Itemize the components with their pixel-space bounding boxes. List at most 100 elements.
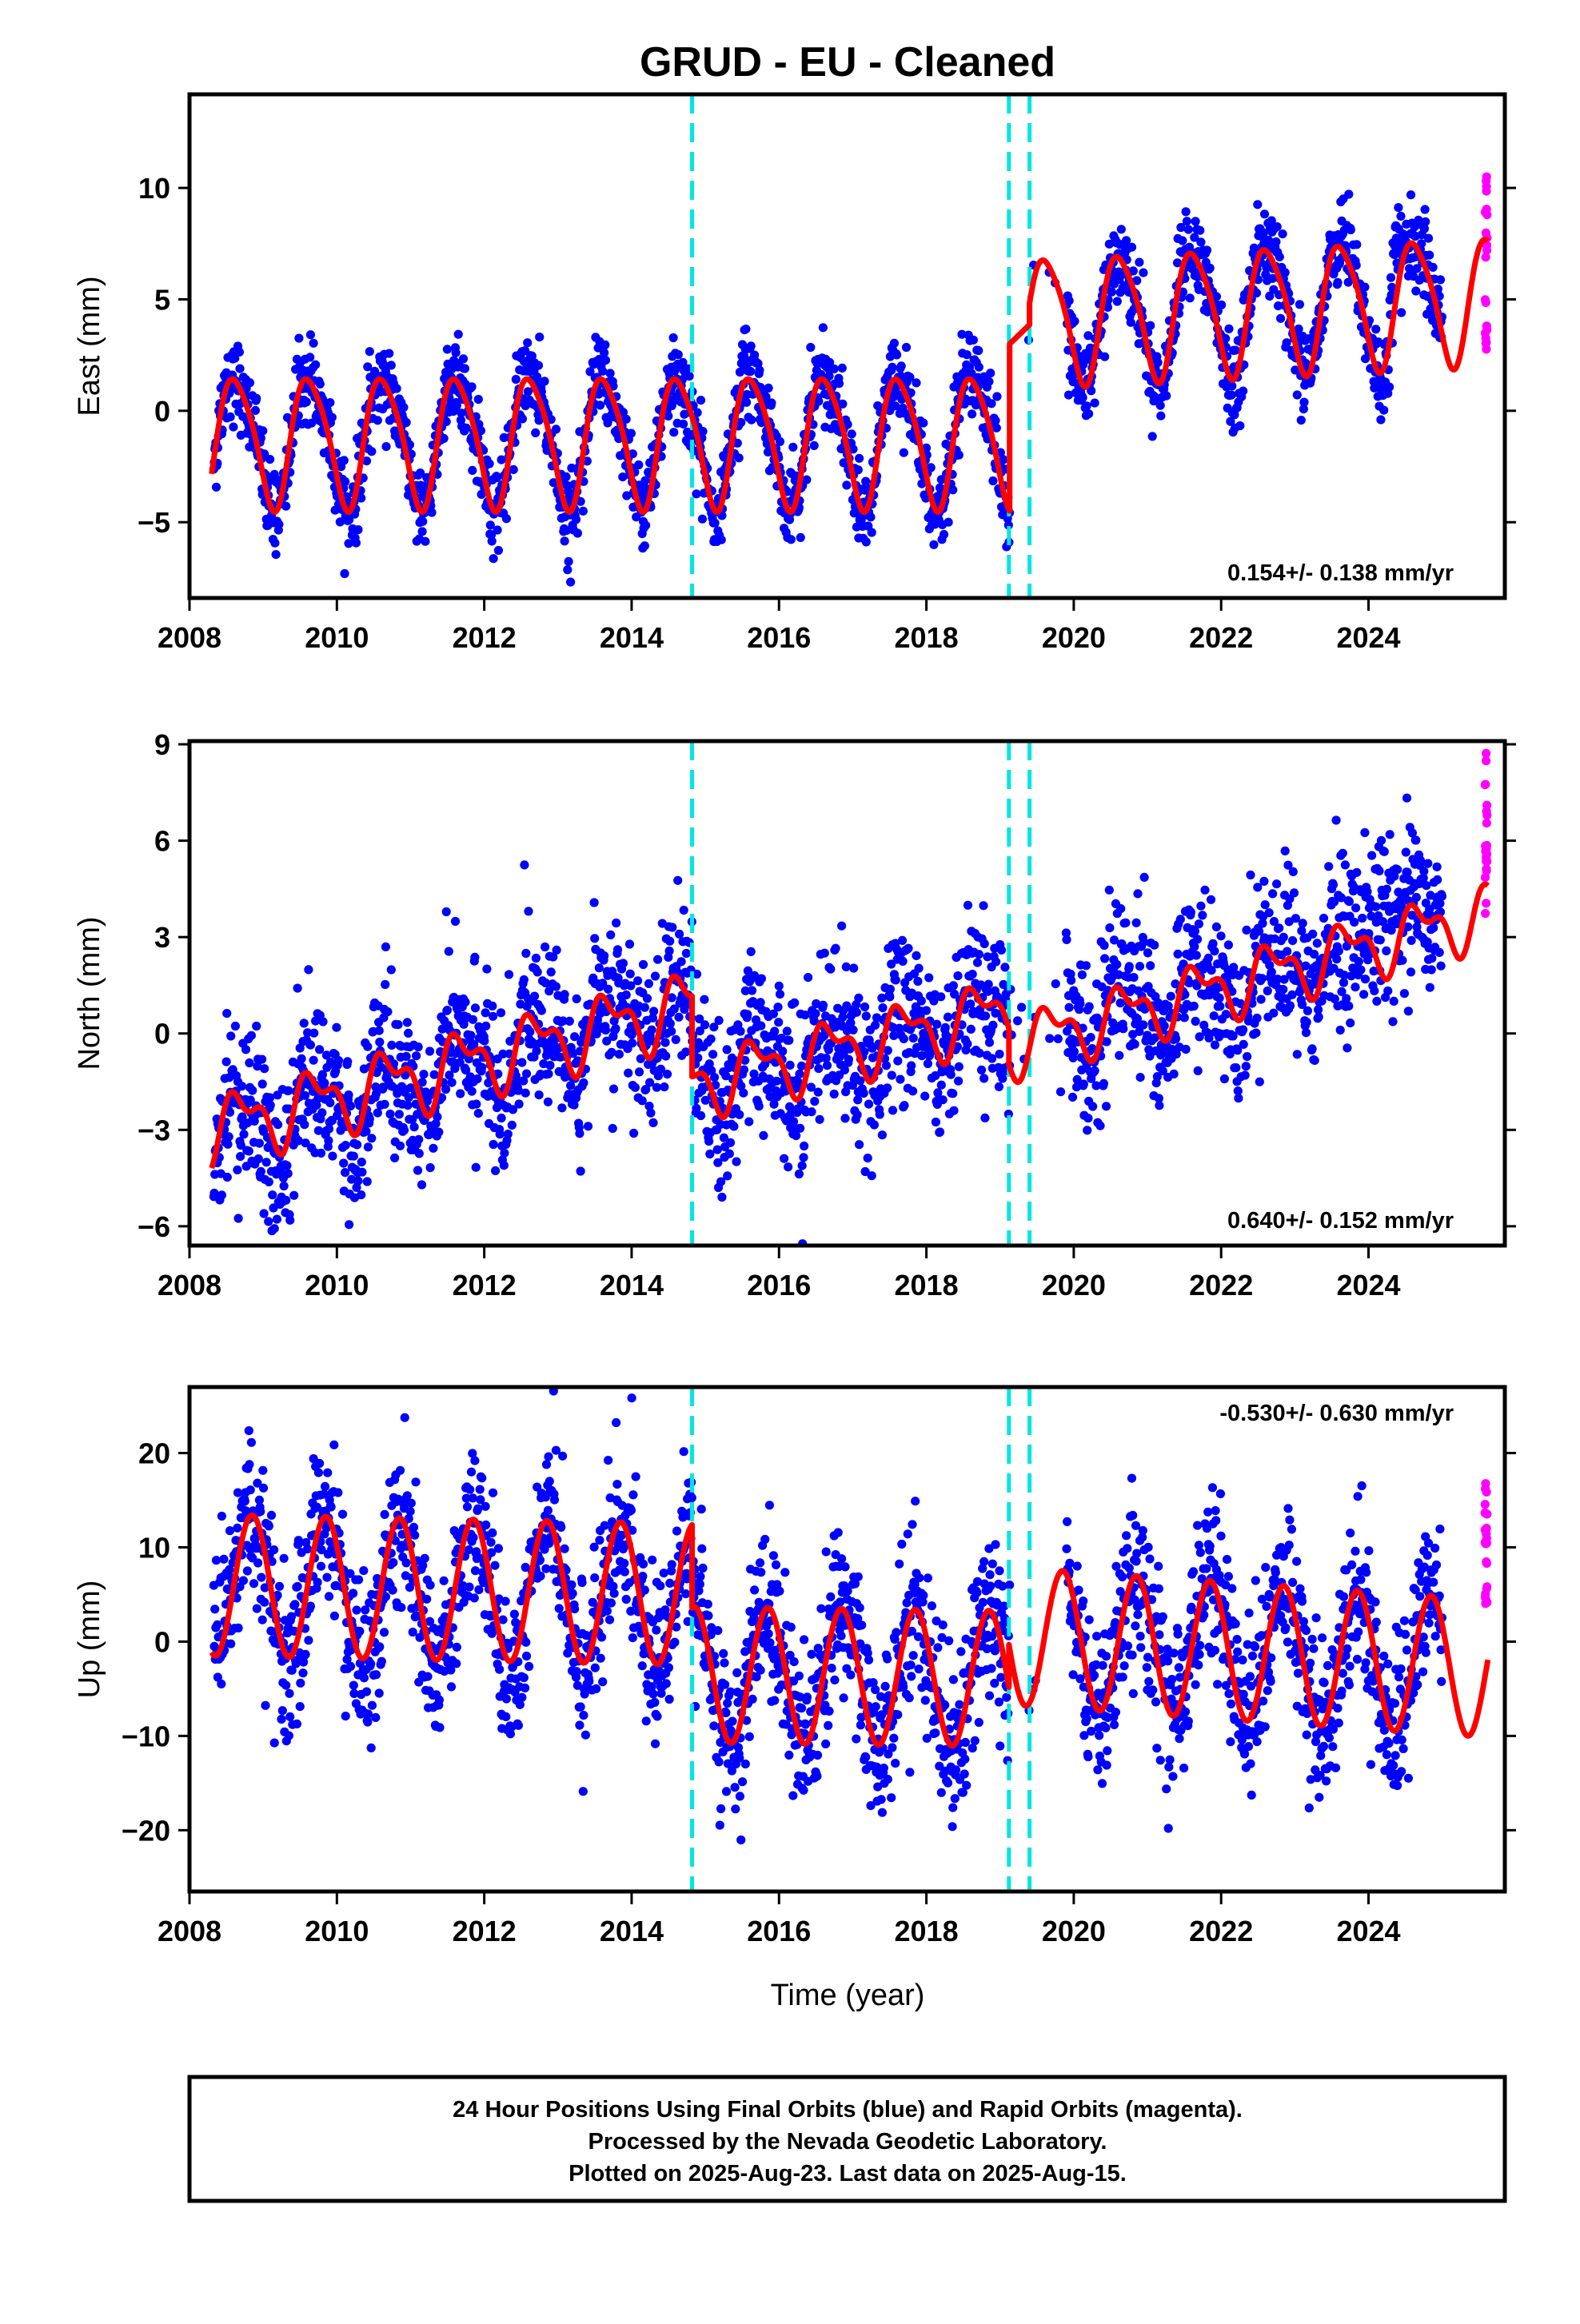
north-final-point (403, 1018, 412, 1026)
north-final-point (1393, 865, 1402, 874)
north-final-point (756, 1022, 765, 1030)
east-final-point (747, 341, 756, 350)
north-final-point (628, 1038, 636, 1047)
east-final-point (1184, 225, 1193, 234)
north-rapid-point (1482, 819, 1491, 827)
north-rate-annotation: 0.640+/- 0.152 mm/yr (1227, 1208, 1454, 1234)
north-final-point (412, 1051, 421, 1060)
north-final-point (477, 1063, 486, 1072)
north-final-point (626, 970, 635, 979)
north-rapid-point (1481, 873, 1490, 882)
up-final-point (285, 1689, 293, 1698)
north-xtick-label: 2016 (747, 1269, 811, 1302)
north-final-point (441, 1085, 450, 1094)
north-final-point (682, 949, 691, 958)
north-final-point (998, 1074, 1007, 1082)
east-final-point (305, 353, 314, 361)
east-final-point (1079, 393, 1087, 402)
north-final-point (640, 1003, 649, 1012)
north-final-point (245, 1058, 253, 1067)
north-final-point (1308, 1044, 1317, 1053)
north-final-point (1065, 1003, 1074, 1012)
up-final-point (293, 1582, 302, 1591)
north-final-point (1198, 911, 1207, 919)
north-final-point (1216, 931, 1225, 940)
north-final-point (820, 949, 829, 958)
north-final-point (826, 965, 835, 974)
east-final-point (311, 361, 320, 369)
north-final-point (922, 1006, 931, 1015)
east-final-point (572, 515, 581, 524)
up-final-point (241, 1497, 249, 1505)
north-final-point (1299, 919, 1307, 927)
north-final-point (309, 1029, 318, 1038)
east-final-point (468, 382, 477, 391)
north-final-point (780, 1154, 788, 1163)
north-ytick-label: −3 (138, 1114, 170, 1146)
north-final-point (900, 1034, 908, 1043)
east-final-point (992, 392, 1001, 401)
north-final-point (920, 1092, 929, 1101)
east-final-point (229, 423, 237, 432)
east-final-point (1113, 297, 1122, 305)
east-final-point (806, 343, 815, 352)
east-final-point (622, 415, 631, 424)
north-final-point (387, 1041, 396, 1050)
north-final-point (705, 1150, 714, 1158)
north-final-point (521, 949, 530, 958)
north-final-point (1017, 1003, 1026, 1011)
north-final-point (223, 1140, 232, 1149)
east-final-point (838, 400, 847, 409)
up-final-point (253, 1558, 262, 1567)
north-final-point (666, 1019, 675, 1028)
north-final-point (717, 1193, 726, 1202)
north-final-point (353, 1140, 361, 1149)
north-final-point (1375, 867, 1383, 875)
east-final-point (1196, 237, 1205, 246)
east-final-point (563, 565, 572, 574)
north-final-point (345, 1220, 353, 1229)
north-final-point (619, 959, 628, 967)
north-final-point (913, 977, 922, 986)
north-final-point (1125, 962, 1134, 971)
north-final-point (949, 981, 958, 990)
north-final-point (759, 1131, 768, 1140)
north-final-point (260, 1064, 269, 1073)
north-final-point (799, 1153, 808, 1162)
north-final-point (981, 1011, 990, 1020)
north-final-point (1082, 961, 1091, 970)
north-final-point (973, 959, 982, 967)
north-final-point (541, 943, 549, 951)
north-final-point (1105, 886, 1114, 895)
north-final-point (1286, 1001, 1295, 1010)
east-final-point (776, 437, 784, 446)
north-final-point (855, 1140, 864, 1149)
north-final-point (1224, 940, 1233, 949)
east-final-point (640, 541, 649, 550)
north-final-point (482, 965, 491, 974)
east-final-point (561, 536, 569, 545)
north-final-point (231, 1022, 240, 1030)
east-final-point (258, 426, 267, 435)
north-final-point (255, 1139, 264, 1148)
east-final-point (325, 398, 334, 407)
east-final-point (969, 336, 978, 345)
north-final-point (524, 907, 533, 915)
north-final-point (704, 1137, 713, 1146)
north-final-point (226, 1031, 235, 1040)
east-final-point (1406, 190, 1415, 199)
east-final-point (306, 330, 315, 339)
east-final-point (601, 356, 610, 365)
north-final-point (932, 1118, 940, 1126)
up-final-point (226, 1640, 235, 1648)
east-final-point (281, 502, 290, 511)
north-final-point (1129, 973, 1138, 982)
east-final-point (735, 453, 744, 462)
north-final-point (723, 1171, 732, 1180)
east-final-point (888, 363, 896, 372)
up-final-point (280, 1554, 289, 1563)
north-final-point (328, 1152, 337, 1161)
north-final-point (595, 963, 604, 972)
